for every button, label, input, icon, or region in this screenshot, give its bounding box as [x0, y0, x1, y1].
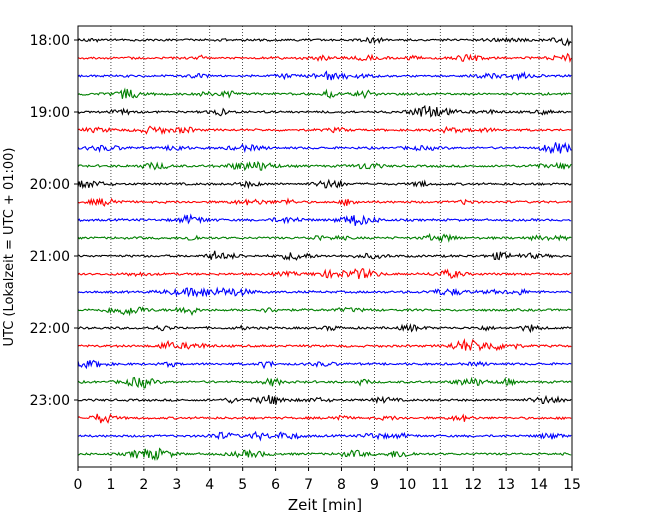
trace-line	[77, 36, 572, 47]
trace-line	[77, 232, 572, 244]
x-tick-label: 6	[271, 477, 280, 493]
trace-line	[77, 286, 572, 298]
trace-line	[77, 322, 572, 334]
trace-line	[77, 178, 572, 190]
trace-line	[77, 70, 572, 82]
x-tick-label: 8	[337, 477, 346, 493]
x-tick-label: 15	[563, 477, 581, 493]
plot-frame	[77, 25, 573, 468]
x-tick-label: 5	[238, 477, 247, 493]
x-tick-label: 13	[497, 477, 515, 493]
trace-line	[77, 52, 572, 64]
trace-lines	[77, 36, 572, 462]
trace-line	[77, 394, 572, 405]
trace-line	[77, 359, 572, 370]
trace-line	[77, 213, 572, 226]
trace-line	[77, 376, 572, 389]
trace-line	[77, 104, 572, 118]
x-tick-label: 0	[74, 477, 83, 493]
x-tick-label: 3	[172, 477, 181, 493]
y-tick-label: 18:00	[30, 33, 70, 49]
axis-ticks: 0 1 2 3 4 5 6 7 8 9 10 11 12 13 14 1518:0019:0020:0021:…	[30, 33, 581, 493]
x-tick-label: 1	[106, 477, 115, 493]
trace-line	[77, 160, 572, 172]
trace-line	[77, 250, 572, 262]
trace-line	[77, 306, 572, 317]
trace-line	[77, 125, 572, 136]
trace-line	[77, 197, 572, 207]
x-tick-label: 10	[398, 477, 416, 493]
trace-line	[77, 141, 572, 154]
y-tick-label: 19:00	[30, 105, 70, 121]
x-tick-label: 4	[205, 477, 214, 493]
y-tick-label: 20:00	[30, 177, 70, 193]
x-tick-label: 9	[370, 477, 379, 493]
x-tick-label: 14	[530, 477, 548, 493]
y-tick-label: 23:00	[30, 393, 70, 409]
y-tick-label: 22:00	[30, 321, 70, 337]
trace-line	[77, 87, 572, 100]
x-tick-label: 2	[139, 477, 148, 493]
trace-line	[77, 430, 572, 442]
trace-line	[77, 413, 572, 424]
y-axis-label: UTC (Lokalzeit = UTC + 01:00)	[2, 148, 17, 347]
y-tick-label: 21:00	[30, 249, 70, 265]
trace-line	[77, 267, 572, 280]
x-tick-label: 7	[304, 477, 313, 493]
x-tick-label: 12	[464, 477, 482, 493]
x-axis-label: Zeit [min]	[288, 496, 362, 514]
trace-line	[77, 447, 572, 462]
trace-line	[77, 338, 572, 352]
x-tick-label: 11	[431, 477, 449, 493]
